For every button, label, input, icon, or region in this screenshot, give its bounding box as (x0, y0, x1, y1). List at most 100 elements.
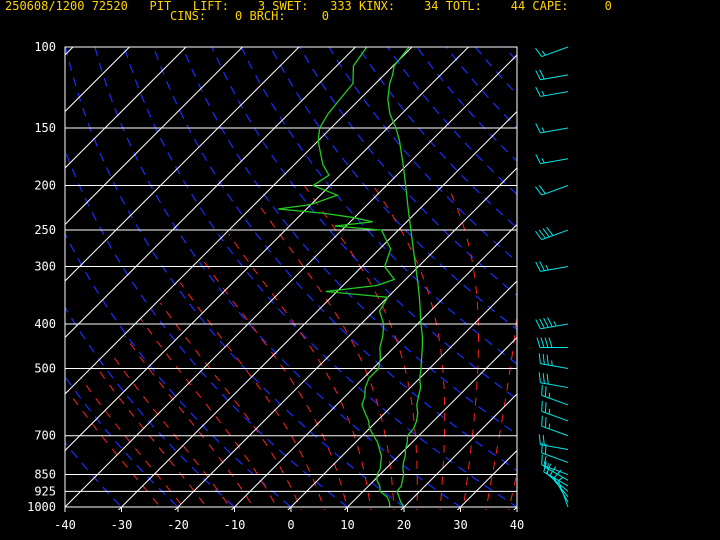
wind-barb-staff (541, 229, 569, 241)
moist-adiabat (94, 364, 210, 510)
dry-adiabat (445, 47, 517, 129)
isotherm (174, 167, 517, 510)
wind-barb-flag (535, 154, 541, 164)
adiabat-lines (65, 47, 720, 517)
wind-barb-staff (543, 471, 569, 487)
wind-barb (541, 400, 569, 422)
isotherm (65, 47, 470, 452)
dewpoint-profile-line (278, 47, 396, 508)
wind-barb-staff (540, 382, 569, 389)
wind-barb-flag (535, 86, 541, 97)
wind-barb-flag (538, 185, 546, 194)
dry-adiabat (299, 47, 517, 297)
dry-adiabat (416, 47, 517, 162)
wind-barb-flag (542, 353, 545, 365)
isotherm (287, 280, 517, 510)
pressure-tick-label: 200 (34, 178, 56, 192)
wind-barb-flag (539, 69, 545, 80)
wind-barb-flag (535, 230, 543, 240)
isotherm-lines (65, 37, 720, 517)
wind-barb-flag (541, 400, 543, 412)
moist-adiabat (446, 185, 479, 510)
temperature-profile-line (387, 47, 424, 508)
dry-adiabat (563, 47, 720, 517)
wind-barb-half-flag (541, 127, 545, 133)
moist-adiabat (303, 185, 418, 510)
wind-barb-staff (541, 410, 569, 422)
wind-barb (538, 434, 569, 451)
wind-barb-flag (535, 261, 541, 272)
isotherm (65, 47, 357, 339)
wind-barb (536, 337, 568, 348)
temperature-tick-label: -20 (167, 518, 189, 532)
temperature-tick-label: 10 (340, 518, 354, 532)
temperature-tick-label: -10 (224, 518, 246, 532)
wind-barb-flag (540, 337, 545, 348)
wind-barb (535, 69, 569, 81)
pressure-axis: 100 150 200 250 300 400 500 700 850 925 1000 (27, 40, 56, 514)
wind-barb-half-flag (546, 468, 549, 475)
isotherm (564, 37, 720, 517)
wind-barb-flag (542, 228, 550, 238)
wind-barb-flag (544, 386, 547, 397)
wind-barb-flag (536, 337, 541, 348)
moist-adiabat (179, 282, 325, 510)
wind-barb-flag (538, 353, 541, 364)
wind-barb (541, 384, 569, 406)
wind-barb-flag (544, 402, 547, 413)
wind-barb (535, 261, 569, 272)
wind-barb-flag (541, 384, 543, 396)
wind-barb-flag (539, 261, 545, 271)
dry-adiabat (357, 47, 517, 229)
wind-barb-flag (538, 434, 541, 445)
pressure-tick-label: 300 (34, 259, 56, 273)
pressure-tick-label: 400 (34, 317, 56, 331)
isotherm (65, 47, 413, 395)
dry-adiabat (504, 47, 517, 63)
temperature-tick-label: 30 (453, 518, 467, 532)
dry-adiabat (65, 375, 183, 510)
dry-adiabat (65, 148, 353, 510)
wind-barb-flag (538, 372, 541, 383)
moist-adiabat (80, 378, 187, 510)
wind-barb-flag (535, 186, 543, 196)
pressure-tick-label: 150 (34, 121, 56, 135)
pressure-tick-label: 500 (34, 362, 56, 376)
isotherm (65, 54, 517, 508)
temperature-tick-label: 40 (510, 518, 524, 532)
moist-adiabat (109, 351, 233, 510)
dry-adiabat (65, 306, 239, 510)
wind-barb (557, 477, 569, 508)
moist-adiabat (372, 185, 446, 510)
wind-barb-flag (541, 415, 543, 427)
isotherm (343, 336, 517, 510)
wind-barb (535, 226, 569, 241)
wind-barb-half-flag (553, 321, 557, 327)
wind-barb-staff (540, 127, 569, 134)
pressure-tick-label: 925 (34, 484, 56, 498)
moist-adiabat (124, 335, 256, 510)
wind-barb-flag (549, 466, 557, 476)
wind-barb-flag (546, 373, 549, 385)
moist-adiabat (485, 185, 517, 510)
wind-barb-staff (540, 323, 569, 330)
pressure-tick-label: 1000 (27, 500, 56, 514)
pressure-tick-label: 850 (34, 468, 56, 482)
isotherm (65, 47, 187, 169)
isotherm (117, 110, 517, 510)
wind-barb-flag (546, 354, 549, 366)
temperature-tick-label: -30 (111, 518, 133, 532)
dry-adiabat (65, 232, 296, 510)
isotherm (65, 47, 300, 282)
dry-adiabat (182, 47, 517, 436)
dry-adiabat (65, 47, 410, 510)
wind-barb-staff (541, 425, 569, 437)
wind-barb-flag (535, 70, 541, 81)
pressure-tick-label: 250 (34, 223, 56, 237)
dry-adiabat (592, 47, 720, 517)
moist-adiabat (228, 233, 372, 510)
isotherm (230, 223, 517, 510)
wind-barb-staff (541, 46, 569, 58)
wind-barb-staff (541, 452, 569, 463)
sounding-header-cins-brch: CINS: 0 BRCH: 0 (170, 9, 329, 23)
